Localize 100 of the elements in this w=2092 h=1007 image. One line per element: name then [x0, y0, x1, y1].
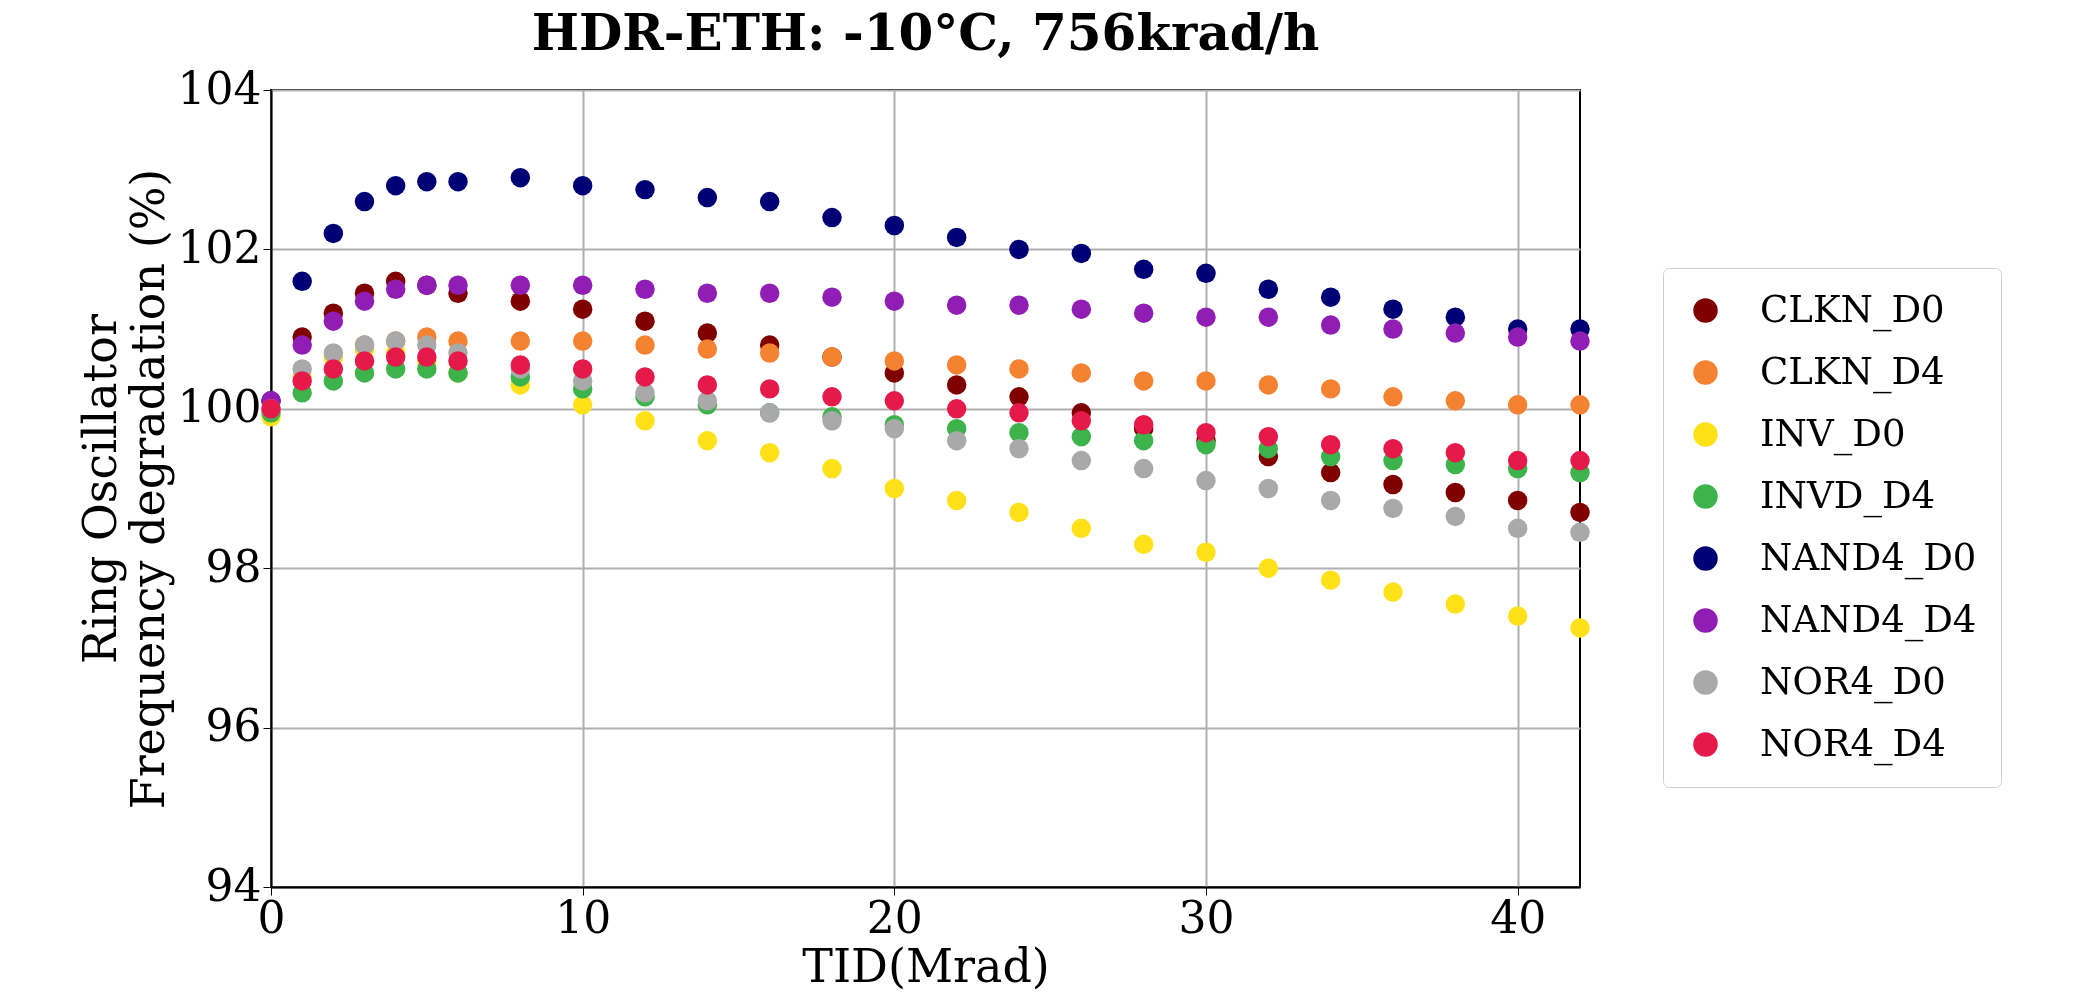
point [323, 311, 344, 331]
point [1071, 299, 1092, 319]
point [822, 207, 842, 228]
legend-label: INV_D0 [1760, 411, 1906, 456]
point [884, 215, 905, 236]
point [822, 458, 842, 479]
point [1507, 395, 1528, 415]
point [1133, 371, 1154, 391]
point [1320, 490, 1341, 511]
point [635, 335, 655, 355]
y-tick-label: 102 [177, 221, 262, 273]
point [1071, 243, 1092, 264]
point [417, 347, 437, 367]
x-tick-label: 10 [555, 891, 612, 943]
point [1009, 438, 1029, 459]
point [1196, 307, 1216, 327]
point [1507, 450, 1528, 471]
point [1320, 434, 1341, 455]
legend-label: NOR4_D0 [1760, 659, 1946, 704]
point [1196, 470, 1216, 491]
point [635, 279, 655, 299]
point [884, 291, 905, 311]
point [1009, 403, 1029, 423]
point [946, 355, 967, 375]
point [1383, 387, 1403, 407]
point [1507, 606, 1528, 626]
point [1196, 422, 1216, 443]
point [292, 371, 312, 391]
legend-label: CLKN_D0 [1760, 287, 1945, 332]
point [822, 387, 842, 407]
point [510, 331, 531, 351]
point [323, 359, 344, 379]
y-tick-label: 98 [205, 540, 262, 592]
point [1133, 430, 1154, 451]
point [572, 359, 593, 379]
point [1258, 307, 1279, 327]
point [697, 339, 718, 359]
point [1133, 415, 1154, 435]
x-tick-label: 30 [1178, 891, 1235, 943]
legend-label: NOR4_D4 [1760, 721, 1946, 766]
point [884, 391, 905, 411]
x-tick-label: 40 [1490, 891, 1547, 943]
point [1383, 498, 1403, 519]
point [946, 490, 967, 511]
point [697, 430, 718, 451]
legend-label: INVD_D4 [1760, 473, 1936, 518]
point [1071, 450, 1092, 471]
point [510, 291, 531, 311]
point [1570, 618, 1590, 638]
point [1445, 594, 1466, 614]
point [323, 223, 344, 244]
point [1383, 474, 1403, 495]
point [884, 351, 905, 371]
point [1133, 534, 1154, 555]
chart-title: HDR-ETH: -10°C, 756krad/h [531, 3, 1320, 62]
point [1009, 295, 1029, 315]
point [635, 367, 655, 387]
point [448, 171, 468, 192]
point [946, 227, 967, 248]
point [354, 191, 375, 212]
point [635, 411, 655, 431]
point [448, 275, 468, 295]
point [1507, 518, 1528, 539]
y-axis-title: Ring Oscillator Frequency degradation (%) [72, 168, 175, 810]
point [759, 343, 780, 363]
point [1009, 239, 1029, 260]
point [1320, 379, 1341, 399]
legend-label: NAND4_D0 [1760, 535, 1977, 580]
point [1196, 542, 1216, 562]
point [510, 275, 531, 295]
point [822, 287, 842, 307]
point [1071, 426, 1092, 447]
point [572, 331, 593, 351]
point [635, 179, 655, 200]
point [1009, 502, 1029, 523]
point [1320, 315, 1341, 335]
point [572, 299, 593, 319]
point [1383, 438, 1403, 459]
point [1445, 323, 1466, 343]
point [697, 187, 718, 208]
point [1383, 319, 1403, 339]
point [354, 291, 375, 311]
point [946, 295, 967, 315]
point [759, 442, 780, 463]
point [1133, 259, 1154, 280]
point [697, 323, 718, 343]
point [1133, 458, 1154, 479]
point [385, 279, 406, 299]
point [1570, 450, 1590, 471]
point [759, 283, 780, 303]
point [1258, 558, 1279, 578]
point [635, 311, 655, 331]
point [759, 379, 780, 399]
point [1507, 327, 1528, 347]
point [1445, 391, 1466, 411]
point [1507, 490, 1528, 511]
point [448, 351, 468, 371]
point [946, 375, 967, 395]
point [354, 351, 375, 371]
point [1071, 411, 1092, 431]
